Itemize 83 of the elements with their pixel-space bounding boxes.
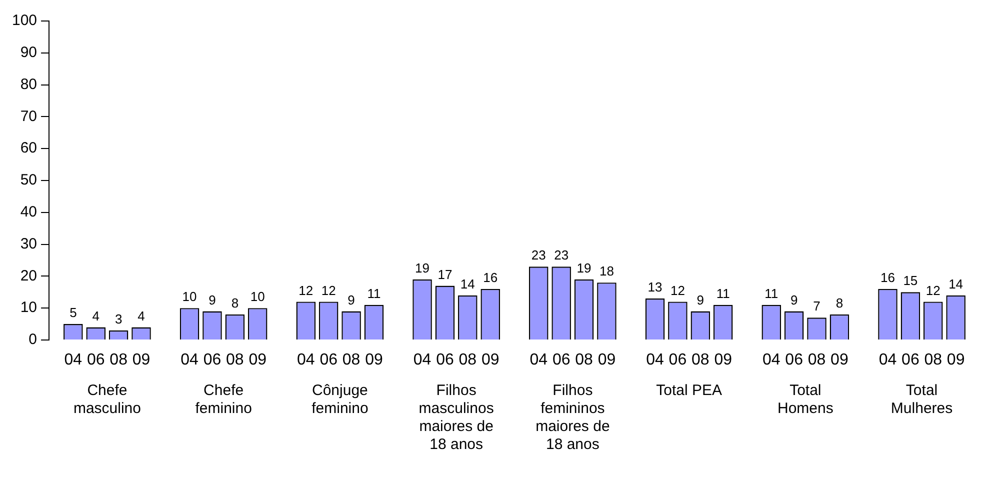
text: 06 [203, 351, 222, 368]
data-label: 4 [92, 308, 100, 324]
data-label: 9 [348, 292, 355, 308]
data-label: 11 [367, 286, 381, 301]
x-tick-label: Filhos masculinos maiores de 18 anos [418, 382, 494, 454]
y-tick-label: 40 [20, 204, 38, 221]
text: 04 [762, 351, 780, 368]
text: 09 [248, 351, 267, 368]
data-label: 15 [903, 273, 918, 288]
series-label: 08 [575, 351, 594, 368]
text: 09 [132, 351, 150, 368]
data-label: 19 [576, 260, 592, 276]
data-label: 14 [948, 276, 964, 292]
text: 06 [436, 351, 454, 368]
y-tick-label: 60 [20, 140, 38, 157]
data-label: 4 [138, 308, 145, 324]
data-label: 19 [415, 260, 430, 276]
text: 09 [830, 351, 848, 368]
data-label: 11 [764, 286, 778, 301]
x-tick-label: Filhos femininos maiores de 18 anos [536, 382, 610, 454]
series-label: 06 [320, 351, 338, 368]
y-tick-label: 80 [20, 76, 38, 93]
data-label: 7 [813, 298, 820, 314]
data-label: 12 [321, 282, 336, 298]
y-tick-label: 10 [20, 299, 38, 316]
data-label: 9 [790, 292, 798, 308]
text: 04 [64, 351, 82, 368]
x-tick-label: Total PEA [656, 382, 722, 400]
text: 04 [180, 351, 198, 368]
text: 08 [110, 351, 128, 368]
text: 06 [552, 351, 570, 368]
text: 06 [785, 351, 803, 368]
data-label: 10 [250, 289, 265, 304]
data-label: 8 [836, 296, 844, 311]
data-label: 10 [182, 289, 197, 304]
text: 04 [530, 351, 548, 368]
data-label: 23 [554, 248, 569, 263]
text: 08 [691, 351, 710, 368]
y-tick-label: 50 [20, 172, 38, 189]
text: 04 [878, 351, 897, 368]
series-label: 04 [413, 351, 432, 368]
data-label: 11 [716, 286, 730, 301]
data-label: 12 [298, 282, 314, 298]
data-label: 12 [670, 282, 685, 298]
text: 08 [226, 351, 244, 368]
y-tick-label: 0 [28, 331, 38, 348]
y-tick-label: 90 [20, 44, 38, 62]
text: 04 [297, 351, 315, 368]
data-label: 18 [599, 264, 614, 279]
data-label: 17 [438, 266, 452, 282]
data-label: 14 [460, 276, 475, 292]
data-label: 16 [483, 270, 498, 286]
x-tick-label: Total Mulheres [890, 382, 953, 418]
x-tick-label: Cônjuge feminino [312, 382, 368, 418]
text: 09 [714, 351, 732, 368]
text: 06 [902, 351, 920, 368]
text: 08 [342, 351, 360, 368]
y-tick-label: 100 [12, 12, 38, 30]
data-label: 13 [648, 280, 662, 295]
x-tick-label: Chefe masculino [73, 382, 141, 418]
text: 08 [458, 351, 477, 368]
y-tick-label: 30 [20, 235, 38, 252]
text: 04 [646, 351, 664, 368]
x-tick-label: Total Homens [777, 382, 834, 418]
text: 08 [924, 351, 942, 368]
text: 06 [668, 351, 687, 368]
text: 09 [946, 351, 965, 368]
y-tick-label: 20 [20, 267, 38, 284]
data-label: 23 [531, 248, 546, 263]
data-label: 8 [231, 296, 239, 311]
x-tick-label: Chefe feminino [195, 382, 252, 418]
text: 06 [86, 351, 105, 368]
text: 09 [598, 351, 616, 368]
text: 08 [808, 351, 826, 368]
data-label: 5 [70, 305, 77, 320]
data-label: 3 [114, 312, 122, 327]
data-label: 9 [208, 292, 216, 308]
series-label: 09 [481, 351, 500, 368]
text: 09 [365, 351, 383, 368]
data-label: 12 [926, 282, 940, 298]
data-label: 16 [880, 270, 895, 286]
y-tick-label: 70 [20, 108, 38, 125]
data-label: 9 [696, 292, 704, 308]
